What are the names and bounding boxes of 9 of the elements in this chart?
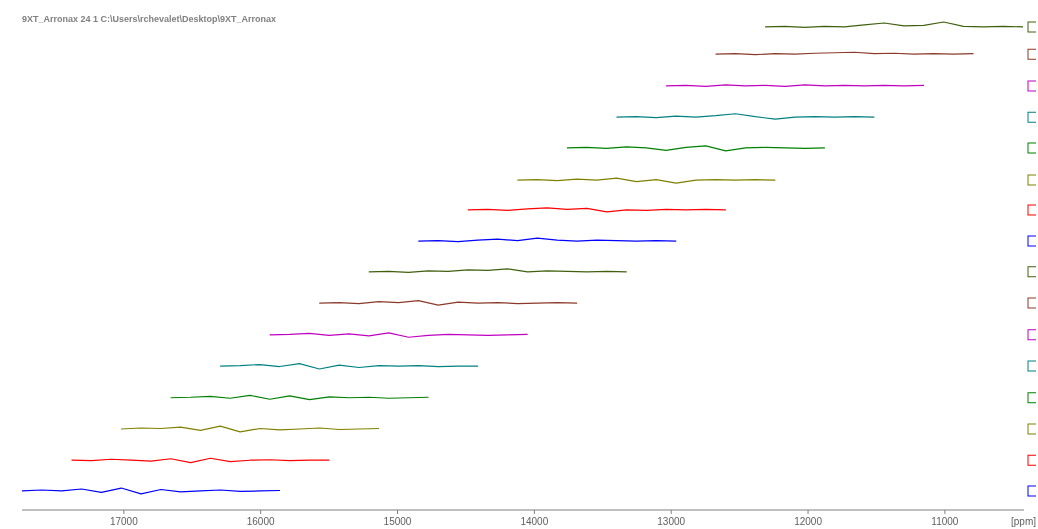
x-tick-label: 12000: [794, 516, 823, 527]
x-tick-label: 14000: [520, 516, 549, 527]
x-tick-label: 11000: [931, 516, 959, 527]
x-tick-label: 17000: [109, 516, 139, 527]
x-axis-title: [ppm]: [1010, 516, 1037, 527]
chart-title: 9XT_Arronax 24 1 C:\Users\rchevalet\Desktop\9XT_Arronax: [22, 14, 277, 24]
x-tick-label: 13000: [657, 516, 686, 527]
x-tick-label: 16000: [246, 516, 275, 527]
x-tick-label: 15000: [383, 516, 412, 527]
